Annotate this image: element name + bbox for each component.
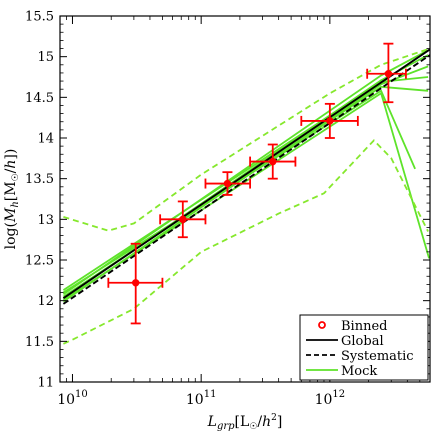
y-tick-label-2: 12 — [37, 294, 54, 309]
x-tick-label-0: 1010 — [57, 389, 88, 408]
legend-label-systematic: Systematic — [341, 349, 414, 364]
y-tick-label-8: 15 — [37, 50, 54, 65]
legend: Binned Global Systematic Mock — [299, 314, 429, 381]
x-tick-label-1: 1011 — [186, 389, 217, 408]
y-tick-label-4: 13 — [37, 213, 54, 228]
plot-data — [62, 42, 430, 345]
global-fit-line — [62, 48, 430, 299]
y-tick-label-9: 15.5 — [25, 10, 54, 25]
binned-point-3 — [269, 157, 277, 166]
binned-point-2 — [223, 179, 232, 188]
x-axis-label: Lgrp[L☉/h2] — [207, 413, 283, 432]
mock-line-2 — [62, 65, 429, 303]
mock-line-6 — [62, 91, 430, 301]
binned-point-4 — [326, 117, 334, 125]
mock-envelope-dashed-0 — [63, 47, 430, 232]
tick-labels: 11 11.5 12 12.5 13 13.5 14 14.5 15 15.5 1010 1011 10… — [25, 10, 345, 409]
y-tick-label-5: 13.5 — [25, 172, 54, 187]
legend-label-mock: Mock — [341, 364, 377, 379]
binned-point-0 — [132, 279, 140, 287]
y-tick-label-1: 11.5 — [25, 335, 54, 350]
y-axis-label: log(Mh[M☉/h]) — [3, 149, 21, 250]
binned-point-1 — [179, 215, 187, 224]
mock-envelope-dashed-1 — [63, 139, 429, 345]
legend-label-binned: Binned — [341, 319, 387, 334]
binned-point-5 — [384, 70, 393, 78]
y-tick-label-0: 11 — [37, 376, 54, 391]
plot-frame — [59, 15, 431, 383]
x-tick-label-2: 1012 — [315, 389, 346, 408]
y-tick-label-3: 12.5 — [25, 254, 54, 269]
y-tick-label-6: 14 — [37, 132, 54, 147]
legend-marker-binned — [318, 321, 326, 329]
systematic-fit-line — [62, 54, 430, 305]
y-tick-label-7: 14.5 — [25, 91, 54, 106]
legend-label-global: Global — [341, 334, 384, 349]
